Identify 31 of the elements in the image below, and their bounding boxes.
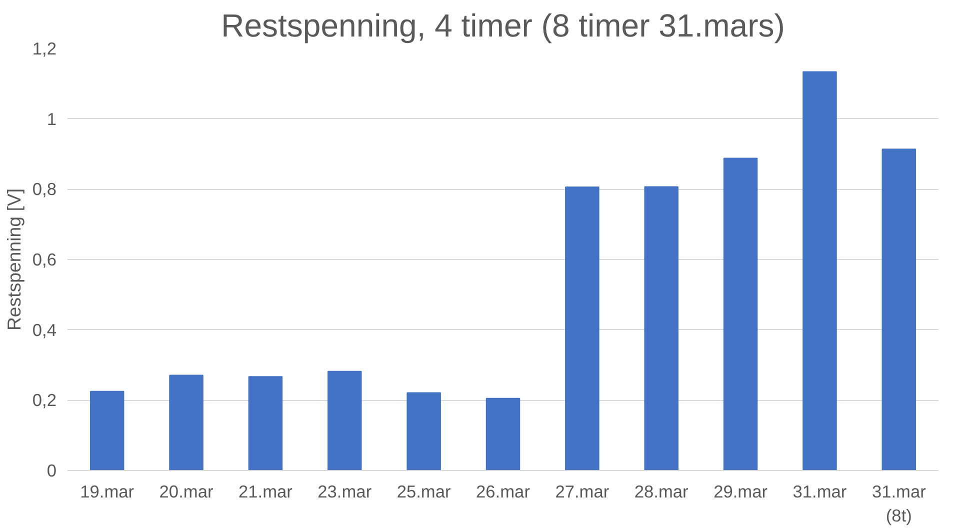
x-tick-label: 20.mar [159,482,214,502]
chart-title: Restspenning, 4 timer (8 timer 31.mars) [221,8,785,44]
bar [723,158,758,470]
y-tick-label: 0,2 [32,390,57,410]
x-tick-label: 27.mar [555,482,610,502]
bar [882,148,916,470]
bar [486,398,520,470]
x-tick-label: 29.mar [714,482,768,502]
bar [328,370,362,470]
x-tick-label: 31.mar (8t) [872,482,926,526]
y-tick-label: 0,4 [32,320,57,340]
y-tick-label: 0 [46,460,57,480]
x-tick-label: 21.mar [238,482,293,502]
x-tick-label: 28.mar [634,482,689,502]
bar [169,374,204,470]
x-tick-label: 26.mar [476,482,530,502]
bar [406,392,441,470]
y-tick-label: 1,2 [32,38,57,58]
y-tick-label: 0,8 [32,179,57,200]
x-tick-label: 19.mar [80,482,134,502]
bar [90,390,124,470]
bar [248,376,283,470]
bar [802,71,837,470]
x-tick-label: 31.mar [792,482,847,502]
x-tick-label: 25.mar [396,482,452,502]
x-tick-label: 23.mar [318,482,372,502]
bar [565,186,600,470]
y-axis-title: Restspenning [V] [3,188,24,331]
y-tick-label: 0,6 [32,250,57,270]
bar [644,186,678,470]
y-tick-label: 1 [46,108,57,129]
